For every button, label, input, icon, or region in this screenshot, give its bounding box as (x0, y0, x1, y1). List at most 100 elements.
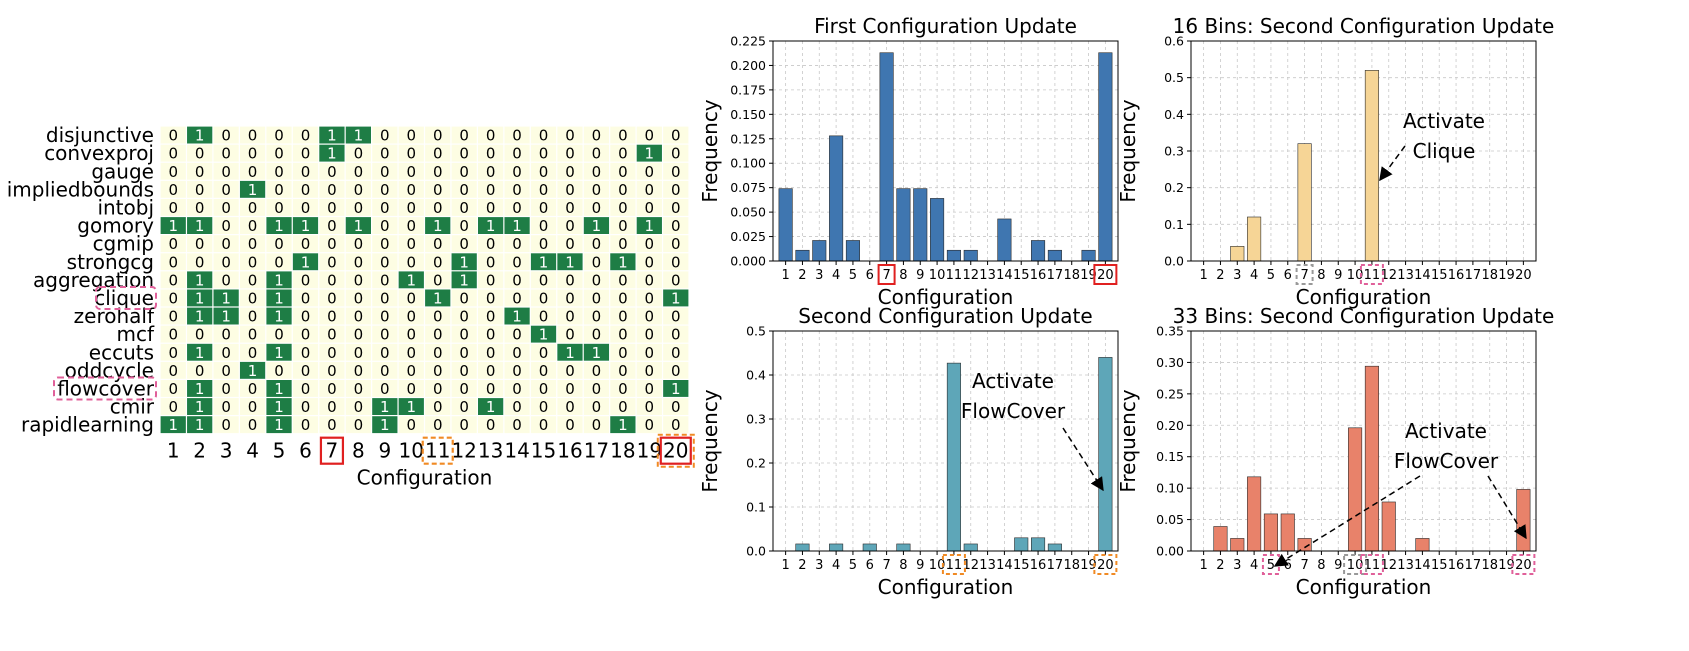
row-label-rapidlearning: rapidlearning (21, 413, 154, 437)
heatmap-cell (636, 126, 662, 144)
heatmap-cell-value: 1 (248, 362, 258, 380)
heatmap-cell (478, 398, 504, 415)
heatmap-cell-value: 0 (618, 362, 628, 380)
heatmap-cell (530, 361, 557, 379)
annotation-text-line-2: FlowCover (961, 399, 1066, 423)
x-tick-label: 15 (1013, 558, 1030, 573)
heatmap-cell-value: 0 (380, 289, 390, 307)
heatmap-cell-value: 1 (301, 253, 311, 271)
heatmap-cell (345, 235, 371, 253)
x-tick-label: 20 (1097, 558, 1114, 573)
x-tick-label: 11 (946, 558, 963, 573)
heatmap-cell (557, 126, 583, 144)
heatmap-cell-value: 0 (195, 145, 205, 163)
heatmap-cell-value: 0 (327, 380, 337, 398)
heatmap-cell (610, 253, 636, 271)
heatmap-cell (372, 235, 398, 253)
heatmap-cell (451, 343, 477, 361)
bar-config-19 (1081, 249, 1096, 262)
heatmap-cell-value: 0 (301, 145, 311, 163)
heatmap-cell (187, 289, 213, 307)
heatmap-cell (213, 398, 239, 415)
heatmap-cell (636, 217, 662, 234)
heatmap-cell (451, 217, 477, 234)
highlight-box-tick-10 (1343, 554, 1368, 575)
heatmap-cell-value: 0 (433, 199, 443, 217)
heatmap-cell (504, 307, 530, 325)
x-tick-label: 14 (504, 439, 529, 463)
heatmap-cell-value: 0 (618, 127, 628, 145)
x-tick-label: 9 (916, 268, 924, 283)
heatmap-cell (636, 361, 662, 379)
heatmap-cell-value: 0 (407, 199, 417, 217)
heatmap-cell-value: 0 (486, 380, 496, 398)
x-tick-label: 16 (557, 439, 582, 463)
x-tick-label: 13 (1397, 558, 1414, 573)
x-tick-label: 14 (996, 268, 1013, 283)
x-tick-label: 5 (1267, 268, 1275, 283)
row-label-eccuts: eccuts (89, 340, 154, 364)
heatmap-cell-value: 0 (433, 127, 443, 145)
heatmap-cell-value: 0 (195, 181, 205, 199)
x-tick-label: 17 (1047, 558, 1064, 573)
heatmap-cell-value: 1 (195, 217, 205, 235)
heatmap-cell (583, 235, 610, 253)
bar-config-12 (1381, 501, 1396, 552)
heatmap-cell (239, 416, 266, 434)
x-tick-label: 9 (916, 558, 924, 573)
x-axis-label: Configuration (878, 285, 1014, 309)
heatmap-cell-value: 0 (645, 416, 655, 434)
heatmap-cell-value: 1 (168, 217, 178, 235)
heatmap-cell-value: 0 (459, 380, 469, 398)
heatmap-cell (345, 199, 371, 216)
y-tick-label: 0.075 (730, 180, 766, 195)
heatmap-cell (160, 361, 186, 379)
plot-frame (772, 40, 1119, 262)
heatmap-cell (663, 253, 689, 271)
bar-config-15 (1014, 537, 1029, 552)
heatmap-cell (504, 235, 530, 253)
heatmap-cell-value: 0 (645, 344, 655, 362)
heatmap-cell (372, 217, 398, 234)
heatmap-cell (266, 253, 292, 271)
heatmap-cell (213, 380, 239, 397)
heatmap-cell-value: 0 (433, 326, 443, 344)
x-tick-label: 20 (1515, 558, 1532, 573)
heatmap-cell-value: 1 (274, 416, 284, 434)
heatmap-cell (425, 144, 451, 162)
heatmap-cell-value: 0 (168, 199, 178, 217)
heatmap-cell (345, 325, 371, 343)
heatmap-cell-value: 0 (512, 416, 522, 434)
x-axis-label: Configuration (357, 466, 493, 490)
first-update-bar-chart: 0.000 0.025 0.050 0.075 0.100 0.125 0.150 0.175… (698, 14, 1119, 309)
heatmap-cell-value: 0 (168, 163, 178, 181)
heatmap-cell (583, 217, 610, 234)
heatmap-cell-value: 0 (327, 289, 337, 307)
heatmap-cell (663, 343, 689, 361)
heatmap-cell (239, 253, 266, 271)
heatmap-cell-value: 1 (195, 308, 205, 326)
highlight-box-col-7 (319, 436, 345, 465)
heatmap-cell (187, 380, 213, 397)
y-axis-label: Frequency (1116, 389, 1140, 492)
heatmap-cell-value: 0 (380, 145, 390, 163)
heatmap-cell-value: 1 (645, 145, 655, 163)
heatmap-cell-value: 0 (459, 362, 469, 380)
heatmap-cell (610, 162, 636, 180)
heatmap-cell-value: 0 (539, 380, 549, 398)
heatmap-cell (187, 361, 213, 379)
bar-config-8 (896, 543, 911, 552)
x-tick-label: 20 (1515, 268, 1532, 283)
bar-config-3 (1230, 246, 1245, 262)
heatmap-cell (530, 307, 557, 325)
heatmap-cell (557, 289, 583, 307)
heatmap-cell-value: 0 (274, 235, 284, 253)
y-tick-label: 0.30 (1156, 355, 1184, 370)
heatmap-cell-value: 0 (221, 145, 231, 163)
x-tick-label: 6 (1284, 558, 1292, 573)
x-tick-label: 3 (1233, 558, 1241, 573)
x-tick-label: 8 (1317, 268, 1325, 283)
x-tick-label: 3 (220, 439, 233, 463)
heatmap-cell-value: 0 (195, 163, 205, 181)
heatmap-cell (530, 416, 557, 434)
